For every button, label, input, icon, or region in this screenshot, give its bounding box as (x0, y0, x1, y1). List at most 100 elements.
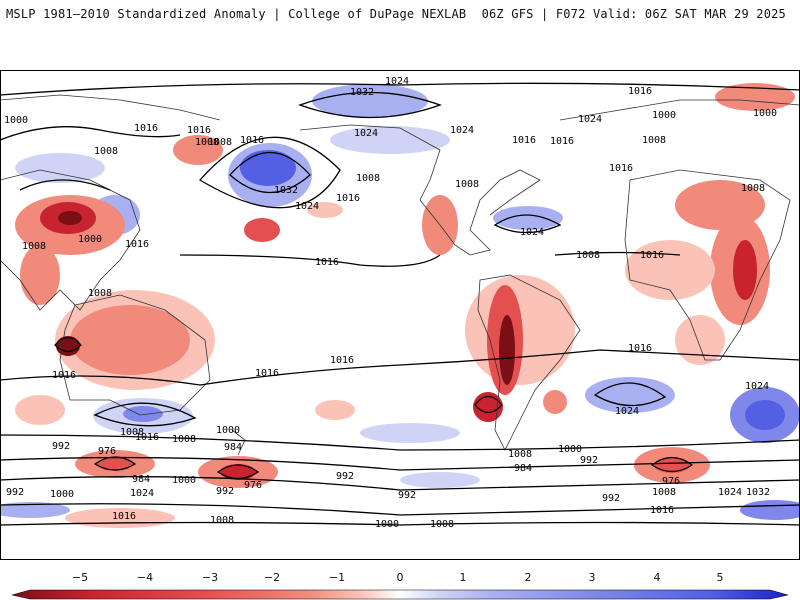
isobar-label: 1024 (615, 406, 639, 417)
colorbar-ramp (11, 589, 789, 600)
isobar-1008-south (0, 434, 800, 451)
isobar-1032-aleutian (229, 152, 311, 194)
isobar-label: 1016 (187, 125, 211, 136)
isobar-label: 1008 (356, 173, 380, 184)
isobar-label: 1024 (745, 381, 769, 392)
isobar-label: 1032 (274, 185, 298, 196)
isobar-label: 1024 (295, 201, 319, 212)
colorbar-tick: −4 (137, 571, 153, 584)
isobar-label: 1008 (195, 137, 219, 148)
isobar-labels: 1024 1032 1016 1000 1016 1008 1016 1024 … (4, 76, 777, 530)
anomaly-neg-npac-sub (244, 218, 280, 242)
isobar-1016-south (0, 349, 800, 386)
isobar-label: 1008 (210, 515, 234, 526)
isobar-label: 984 (224, 442, 242, 453)
isobar-label: 992 (398, 490, 416, 501)
coast-asia-north (0, 94, 221, 121)
anomaly-neg-npac-sub2 (307, 202, 343, 218)
isobar-label: 992 (336, 471, 354, 482)
isobar-1024-satl (593, 382, 667, 407)
isobar-label: 1016 (255, 368, 279, 379)
isobar-label: 1008 (22, 241, 46, 252)
isobar-label: 1008 (508, 449, 532, 460)
colorbar-tick: 2 (525, 571, 532, 584)
isobar-label: 1000 (753, 108, 777, 119)
anomaly-pos-antarctic-w (0, 502, 70, 518)
isobar-label: 976 (662, 476, 680, 487)
header-bar: MSLP 1981–2010 Standardized Anomaly | Co… (0, 0, 800, 40)
anomaly-neg-scandinavia (715, 83, 795, 111)
isobar-label: 1016 (315, 257, 339, 268)
coast-south-america (477, 274, 581, 451)
anomaly-neg-australia-core (70, 305, 190, 375)
isobar-label: 1024 (450, 125, 474, 136)
anomaly-pos-alaska (330, 126, 450, 154)
anomaly-neg-kamchatka (173, 135, 223, 165)
isobar-label: 992 (6, 487, 24, 498)
colorbar-tick: −3 (202, 571, 218, 584)
isobar-label: 1016 (52, 370, 76, 381)
anomaly-pos-satl (585, 377, 675, 413)
isobar-1024-asia (19, 179, 111, 191)
anomaly-neg-spac-1 (315, 400, 355, 420)
colorbar: −5 −4 −3 −2 −1 0 1 2 3 4 5 (11, 571, 789, 600)
isobar-label: 1024 (130, 488, 154, 499)
anomaly-neg-andes-core (499, 315, 515, 385)
anomaly-neg-australia-w (56, 336, 80, 356)
anomaly-neg-india (20, 245, 60, 305)
isobar-label: 1008 (430, 519, 454, 530)
colorbar-tick: 5 (717, 571, 724, 584)
isobar-976-low-2 (216, 464, 260, 480)
isobar-label: 1008 (455, 179, 479, 190)
anomaly-neg-so-low-1-core (97, 457, 133, 471)
colorbar-tick: −5 (72, 571, 88, 584)
isobar-label: 1016 (112, 511, 136, 522)
coastlines (0, 94, 800, 456)
isobar-label: 1016 (628, 86, 652, 97)
isobar-label: 1016 (240, 135, 264, 146)
isobar-label: 984 (514, 463, 532, 474)
isobar-label: 1008 (652, 487, 676, 498)
isobar-label: 992 (602, 493, 620, 504)
isobar-label: 1000 (652, 110, 676, 121)
isobar-label: 1016 (512, 135, 536, 146)
isobar-label: 1008 (576, 250, 600, 261)
isobar-976-low-3 (650, 456, 694, 473)
isobar-label: 1000 (172, 475, 196, 486)
isobar-label: 1008 (120, 427, 144, 438)
isobar-label: 1024 (385, 76, 409, 87)
isobar-label: 1008 (94, 146, 118, 157)
isobar-label: 1024 (718, 487, 742, 498)
anomaly-pos-antarctic-c (400, 472, 480, 488)
negative-anomaly-areas (15, 83, 795, 528)
isobar-label: 1024 (578, 114, 602, 125)
model-run-label: 06Z GFS | F072 Valid: 06Z SAT MAR 29 202… (481, 7, 786, 21)
anomaly-pos-atlantic (493, 206, 563, 230)
isobar-label: 1008 (642, 135, 666, 146)
isobar-label: 1008 (741, 183, 765, 194)
isobar-1000-south (0, 456, 800, 471)
anomaly-pos-npac (312, 84, 428, 118)
isobar-low-argentina (474, 395, 503, 414)
isobar-label: 1008 (88, 288, 112, 299)
anomaly-pos-spac (360, 423, 460, 443)
isobar-label: 1016 (330, 355, 354, 366)
map-title: MSLP 1981–2010 Standardized Anomaly | Co… (6, 7, 467, 21)
colorbar-tick: 3 (589, 571, 596, 584)
isobar-1016-npac (179, 254, 441, 267)
coast-eurasia-north (559, 99, 800, 121)
colorbar-tick: −1 (329, 571, 345, 584)
anomaly-pos-siberia (15, 153, 105, 183)
isobar-label: 1000 (4, 115, 28, 126)
isobar-label: 992 (52, 441, 70, 452)
anomaly-neg-sindian-w (15, 395, 65, 425)
anomaly-neg-africa-n (625, 240, 715, 300)
isobar-low-australia (54, 336, 82, 353)
isobar-label: 976 (98, 446, 116, 457)
isobars (0, 82, 800, 526)
isobar-label: 1008 (208, 137, 232, 148)
anomaly-neg-tibet-peak (58, 211, 82, 225)
isobar-label: 1016 (134, 123, 158, 134)
isobar-label: 1016 (336, 193, 360, 204)
isobar-1008-antarctic (0, 503, 800, 516)
